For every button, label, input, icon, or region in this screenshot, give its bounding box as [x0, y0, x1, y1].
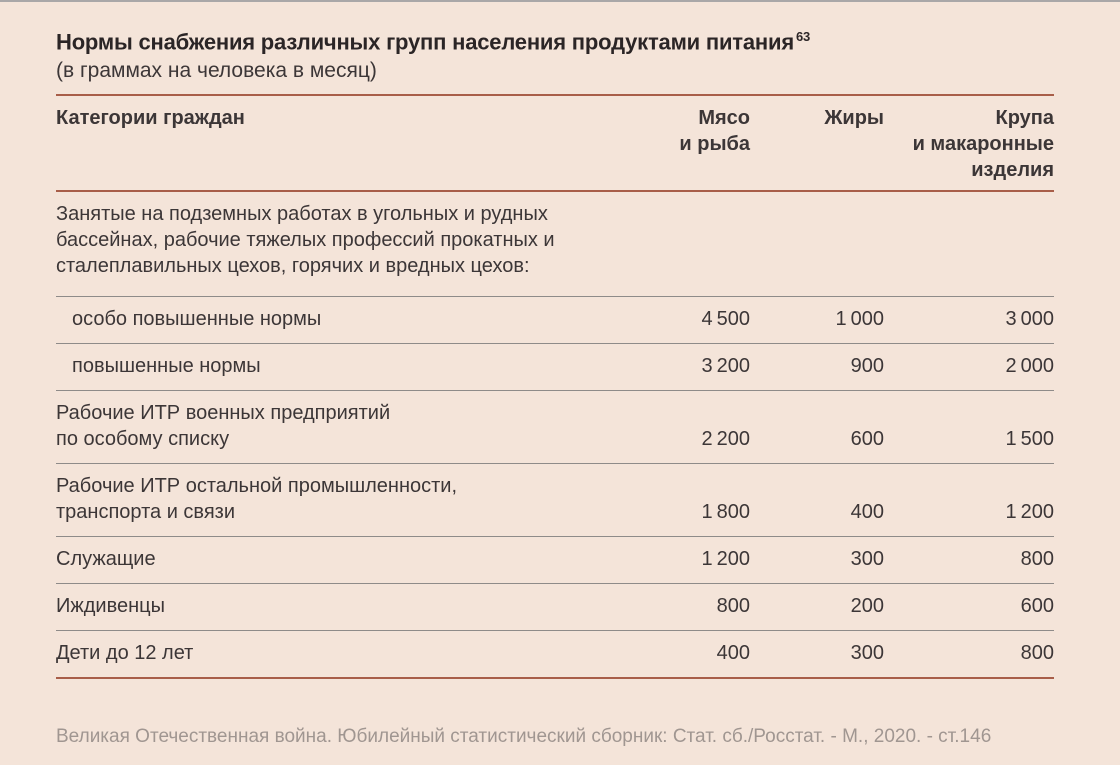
- row-label: Рабочие ИТР военных предприятий по особо…: [56, 402, 391, 451]
- row-value: 2 200: [701, 428, 751, 451]
- row-value: 1 800: [701, 501, 751, 524]
- row-value: 600: [1020, 595, 1054, 618]
- row-value: 300: [850, 548, 884, 571]
- row-value: 800: [716, 595, 750, 618]
- table-body: Занятые на подземных работах в угольных …: [56, 192, 1055, 680]
- column-header-meat-fish: Мясо и рыба: [679, 107, 750, 156]
- page: Нормы снабжения различных групп населени…: [0, 2, 1120, 747]
- table-row: Иждивенцы 800 200 600: [56, 584, 1054, 632]
- row-value: [600, 270, 750, 296]
- page-title: Нормы снабжения различных групп населени…: [56, 22, 1054, 57]
- row-label: Занятые на подземных работах в угольных …: [56, 203, 555, 278]
- row-value: 200: [850, 595, 884, 618]
- table-header-row: Категории граждан Мясо и рыба Жиры Крупа…: [56, 94, 1054, 193]
- table-row: Дети до 12 лет 400 300 800: [56, 631, 1054, 680]
- table-row: Рабочие ИТР военных предприятий по особо…: [56, 391, 1055, 465]
- row-value: [750, 270, 884, 296]
- row-label: повышенные нормы: [72, 355, 261, 378]
- table-row: особо повышенные нормы 4 500 1 000 3 000: [56, 297, 1055, 345]
- table-row: Служащие 1 200 300 800: [56, 537, 1054, 585]
- row-label: Рабочие ИТР остальной промышленности, тр…: [56, 475, 458, 524]
- row-value: 300: [850, 642, 884, 665]
- table-row: Рабочие ИТР остальной промышленности, тр…: [56, 464, 1055, 538]
- row-value: 1 200: [701, 548, 751, 571]
- row-value: 800: [1020, 548, 1054, 571]
- row-value: 1 200: [1005, 501, 1055, 524]
- footnote-reference: 63: [795, 29, 811, 44]
- row-value: 4 500: [701, 308, 751, 331]
- row-value: 1 500: [1005, 428, 1055, 451]
- row-value: 400: [850, 501, 884, 524]
- table-row: Занятые на подземных работах в угольных …: [56, 192, 1054, 298]
- page-subtitle: (в граммах на человека в месяц): [56, 59, 377, 83]
- row-label: Служащие: [56, 548, 156, 571]
- column-header-fats: Жиры: [824, 107, 884, 130]
- row-value: 3 200: [701, 355, 751, 378]
- column-header-cereal-pasta: Крупа и макаронные изделия: [912, 107, 1054, 182]
- row-label: Дети до 12 лет: [56, 642, 194, 665]
- row-label: Иждивенцы: [56, 595, 165, 618]
- row-value: 3 000: [1005, 308, 1055, 331]
- column-header-categories: Категории граждан: [56, 107, 245, 130]
- page-title-text: Нормы снабжения различных групп населени…: [56, 29, 794, 55]
- row-value: 400: [716, 642, 750, 665]
- row-label: особо повышенные нормы: [72, 308, 322, 331]
- table-row: повышенные нормы 3 200 900 2 000: [56, 344, 1055, 392]
- norms-table: Категории граждан Мясо и рыба Жиры Крупа…: [56, 94, 1055, 680]
- row-value: [884, 270, 1054, 296]
- row-value: 600: [850, 428, 884, 451]
- row-value: 800: [1020, 642, 1054, 665]
- row-value: 2 000: [1005, 355, 1055, 378]
- source-citation: Великая Отечественная война. Юбилейный с…: [56, 726, 992, 747]
- row-value: 1 000: [835, 308, 885, 331]
- row-value: 900: [850, 355, 884, 378]
